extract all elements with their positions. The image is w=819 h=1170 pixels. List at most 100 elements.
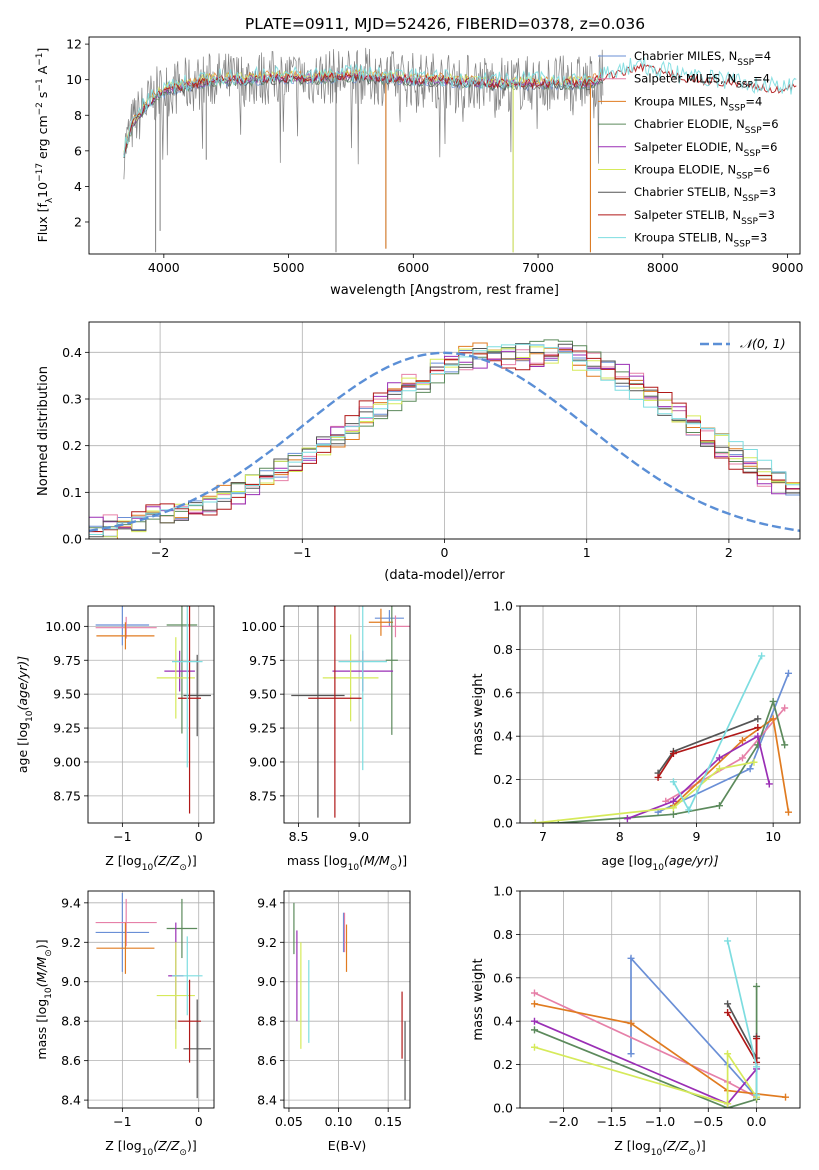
axes-frame bbox=[87, 605, 215, 824]
label-part: ⊙ bbox=[44, 949, 54, 957]
data-point bbox=[385, 606, 398, 735]
label-part: Salpeter ELODIE, N bbox=[634, 140, 744, 154]
plus-marker bbox=[753, 1063, 761, 1071]
legend-entry: Salpeter ELODIE, NSSP=6 bbox=[634, 140, 777, 159]
label-part: (Z/Z bbox=[662, 1138, 689, 1153]
plus-marker bbox=[784, 808, 792, 816]
x-tick-label: 9 bbox=[692, 829, 700, 844]
y-tick-label: 0.4 bbox=[62, 345, 82, 360]
legend-entry: Kroupa MILES, NSSP=4 bbox=[634, 94, 762, 113]
label-part: age [log bbox=[601, 853, 652, 868]
y-tick-label: 1.0 bbox=[493, 599, 513, 614]
label-part: SSP bbox=[741, 217, 758, 227]
y-tick-label: 0.2 bbox=[493, 772, 513, 787]
y-tick-label: 9.0 bbox=[257, 974, 277, 989]
model-spectrum bbox=[123, 57, 797, 158]
x-axis-label: Z [log10(Z/Z⊙)] bbox=[105, 853, 196, 873]
x-axis-label: (data-model)/error bbox=[384, 568, 505, 583]
label-part: (Z/Z bbox=[153, 853, 180, 868]
x-tick-label: 9.0 bbox=[349, 829, 369, 844]
plot-area bbox=[123, 47, 797, 253]
data-point bbox=[374, 610, 404, 627]
legend-entry: Chabrier STELIB, NSSP=3 bbox=[634, 185, 776, 204]
plot-area bbox=[530, 937, 790, 1108]
x-tick-label: 5000 bbox=[273, 260, 305, 275]
y-tick-label: 10 bbox=[66, 72, 82, 87]
data-point bbox=[183, 999, 211, 1099]
y-tick-label: 9.25 bbox=[249, 721, 277, 736]
plot-area bbox=[291, 606, 410, 818]
x-tick-label: 0 bbox=[195, 829, 203, 844]
label-part: 10 bbox=[35, 182, 50, 198]
label-part: mass [log bbox=[34, 999, 49, 1060]
x-tick-label: 9000 bbox=[772, 260, 804, 275]
panel-mass-vs-Z: −1 08.48.68.89.09.29.4Z [log10(Z/Z⊙)]mass… bbox=[34, 890, 215, 1158]
plot-area bbox=[89, 339, 800, 539]
label-part: Kroupa STELIB, N bbox=[634, 231, 734, 245]
y-axis-label: Flux [fλ10−17 erg cm−2 s−1 A−1] bbox=[35, 48, 55, 243]
weight-series bbox=[534, 986, 758, 1108]
y-tick-label: 0.4 bbox=[493, 729, 513, 744]
plus-marker bbox=[530, 1043, 538, 1051]
y-tick-label: 10.00 bbox=[45, 619, 81, 634]
x-tick-label: −1 bbox=[293, 545, 311, 560]
plot-area bbox=[293, 902, 406, 1101]
data-point bbox=[178, 979, 202, 1063]
weight-series bbox=[726, 940, 758, 1095]
data-point bbox=[95, 892, 150, 972]
x-tick-label: −2 bbox=[151, 545, 169, 560]
label-part: )] bbox=[187, 1138, 197, 1153]
plus-marker bbox=[669, 804, 677, 812]
plot-area bbox=[95, 892, 211, 1099]
weight-series bbox=[630, 956, 758, 1098]
y-tick-label: 9.0 bbox=[61, 974, 81, 989]
plus-marker bbox=[769, 697, 777, 705]
label-part: =4 bbox=[745, 94, 762, 108]
plus-marker bbox=[754, 732, 762, 740]
label-part: s bbox=[35, 92, 50, 103]
plus-marker bbox=[623, 815, 631, 823]
plus-marker bbox=[715, 754, 723, 762]
data-point bbox=[172, 936, 203, 1016]
label-part: SSP bbox=[737, 58, 754, 68]
x-tick-label: 8 bbox=[616, 829, 624, 844]
label-part: SSP bbox=[744, 149, 761, 159]
label-part: Z [log bbox=[105, 853, 141, 868]
x-tick-label: 10 bbox=[765, 829, 781, 844]
y-tick-label: 8.75 bbox=[249, 788, 277, 803]
label-part: age [log bbox=[15, 722, 30, 773]
plus-marker bbox=[750, 758, 758, 766]
plus-marker bbox=[669, 778, 677, 786]
y-tick-label: 2 bbox=[74, 214, 82, 229]
plus-marker bbox=[724, 937, 732, 945]
y-tick-label: 0.6 bbox=[493, 970, 513, 985]
label-part: SSP bbox=[734, 240, 751, 250]
plus-marker bbox=[753, 1035, 761, 1043]
x-tick-label: −0.5 bbox=[693, 1114, 723, 1129]
plus-marker bbox=[669, 750, 677, 758]
label-part: Salpeter MILES, N bbox=[634, 72, 736, 86]
data-point bbox=[291, 606, 345, 818]
x-tick-label: 1 bbox=[583, 545, 591, 560]
axes-frame bbox=[87, 890, 215, 1109]
plus-marker bbox=[530, 1026, 538, 1034]
observed-spectrum bbox=[123, 47, 604, 180]
label-part: )] bbox=[397, 853, 407, 868]
label-part: (age/yr)] bbox=[15, 656, 30, 711]
x-tick-label: 7 bbox=[539, 829, 547, 844]
x-axis-label: wavelength [Angstrom, rest frame] bbox=[330, 283, 559, 298]
axes-frame bbox=[519, 890, 801, 1109]
label-part: (age/yr)] bbox=[664, 853, 719, 868]
x-tick-label: 4000 bbox=[148, 260, 180, 275]
y-axis-label: mass [log10(M/M⊙)] bbox=[34, 939, 54, 1059]
label-part: ⊙ bbox=[179, 1148, 187, 1158]
plus-marker bbox=[753, 982, 761, 990]
plus-marker bbox=[724, 1000, 732, 1008]
plus-marker bbox=[754, 715, 762, 723]
y-tick-label: 6 bbox=[74, 143, 82, 158]
label-part: =3 bbox=[750, 231, 767, 245]
x-axis-label: age [log10(age/yr)] bbox=[601, 853, 718, 873]
y-tick-label: 8 bbox=[74, 108, 82, 123]
plus-marker bbox=[531, 819, 539, 823]
plus-marker bbox=[784, 669, 792, 677]
